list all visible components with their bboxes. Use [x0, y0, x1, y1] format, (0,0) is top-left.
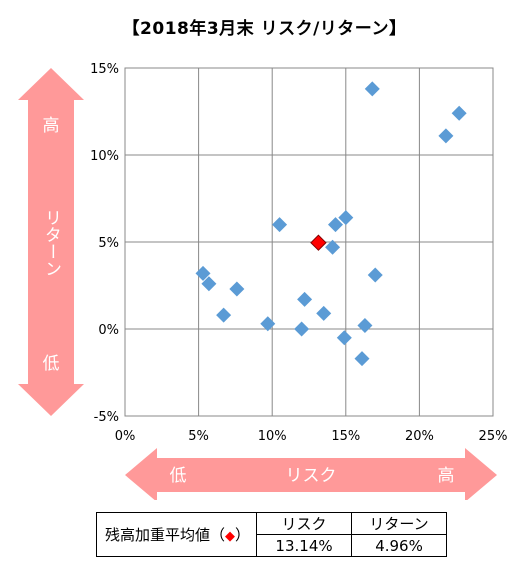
- scatter-point: [357, 318, 373, 334]
- scatter-point: [364, 81, 380, 97]
- scatter-point: [260, 316, 276, 332]
- y-axis-arrow-shape: [18, 68, 84, 416]
- weighted-average-point: [310, 234, 327, 251]
- y-axis-arrow-high: 高: [43, 116, 60, 136]
- risk-value: 13.14%: [256, 534, 353, 557]
- data-points: [195, 81, 467, 367]
- y-tick-labels: -5% 0% 5% 10% 15%: [90, 62, 119, 425]
- summary-row-label-end: ）: [235, 526, 251, 544]
- gridlines: [125, 68, 493, 416]
- red-diamond-icon: ◆: [225, 529, 236, 544]
- return-value: 4.96%: [351, 534, 448, 557]
- scatter-point: [316, 305, 332, 321]
- summary-table: 残高加重平均値（◆） リスク リターン 13.14% 4.96%: [95, 512, 448, 557]
- scatter-point: [438, 128, 454, 144]
- risk-header: リスク: [256, 512, 353, 535]
- x-tick-label: 25%: [479, 429, 508, 444]
- y-axis-arrow-low: 低: [43, 354, 60, 374]
- x-tick-label: 10%: [258, 429, 287, 444]
- x-axis-arrow-high: 高: [438, 466, 455, 486]
- summary-value-row: 13.14% 4.96%: [97, 534, 448, 557]
- x-tick-label: 0%: [115, 429, 136, 444]
- y-axis-arrow: 高 リターン 低: [18, 68, 84, 416]
- y-tick-label: 0%: [98, 323, 119, 338]
- x-axis-arrow-low: 低: [170, 466, 187, 486]
- scatter-point: [451, 105, 467, 121]
- summary-row-label: 残高加重平均値（: [105, 526, 226, 544]
- scatter-point: [297, 291, 313, 307]
- x-axis-arrow: 低 リスク 高: [125, 448, 497, 500]
- scatter-point: [229, 281, 245, 297]
- scatter-point: [338, 210, 354, 226]
- return-header: リターン: [351, 512, 448, 535]
- chart-title: 【2018年3月末 リスク/リターン】: [122, 19, 407, 39]
- scatter-point: [325, 239, 341, 255]
- scatter-point: [327, 217, 343, 233]
- y-tick-label: -5%: [94, 410, 119, 425]
- y-tick-label: 10%: [90, 149, 119, 164]
- scatter-point: [367, 267, 383, 283]
- x-axis-arrow-shape: [125, 448, 497, 500]
- scatter-point: [201, 276, 217, 292]
- x-tick-labels: 0% 5% 10% 15% 20% 25%: [115, 429, 508, 444]
- y-axis-arrow-label: リターン: [41, 209, 61, 277]
- scatter-point: [354, 351, 370, 367]
- x-tick-label: 20%: [405, 429, 434, 444]
- x-axis-arrow-label: リスク: [286, 466, 337, 486]
- scatter-point: [272, 217, 288, 233]
- scatter-point: [216, 307, 232, 323]
- scatter-point: [195, 265, 211, 281]
- x-tick-label: 15%: [331, 429, 360, 444]
- summary-header-row: 残高加重平均値（◆） リスク リターン: [95, 512, 448, 557]
- y-tick-label: 5%: [98, 236, 119, 251]
- scatter-point: [336, 330, 352, 346]
- summary-row-label-cell: 残高加重平均値（◆）: [95, 512, 258, 557]
- x-tick-label: 5%: [188, 429, 209, 444]
- scatter-chart: 0% 5% 10% 15% 20% 25% -5% 0% 5% 10% 15% 高 リターン 低 …: [18, 62, 508, 500]
- scatter-point: [294, 321, 310, 337]
- y-tick-label: 15%: [90, 62, 119, 77]
